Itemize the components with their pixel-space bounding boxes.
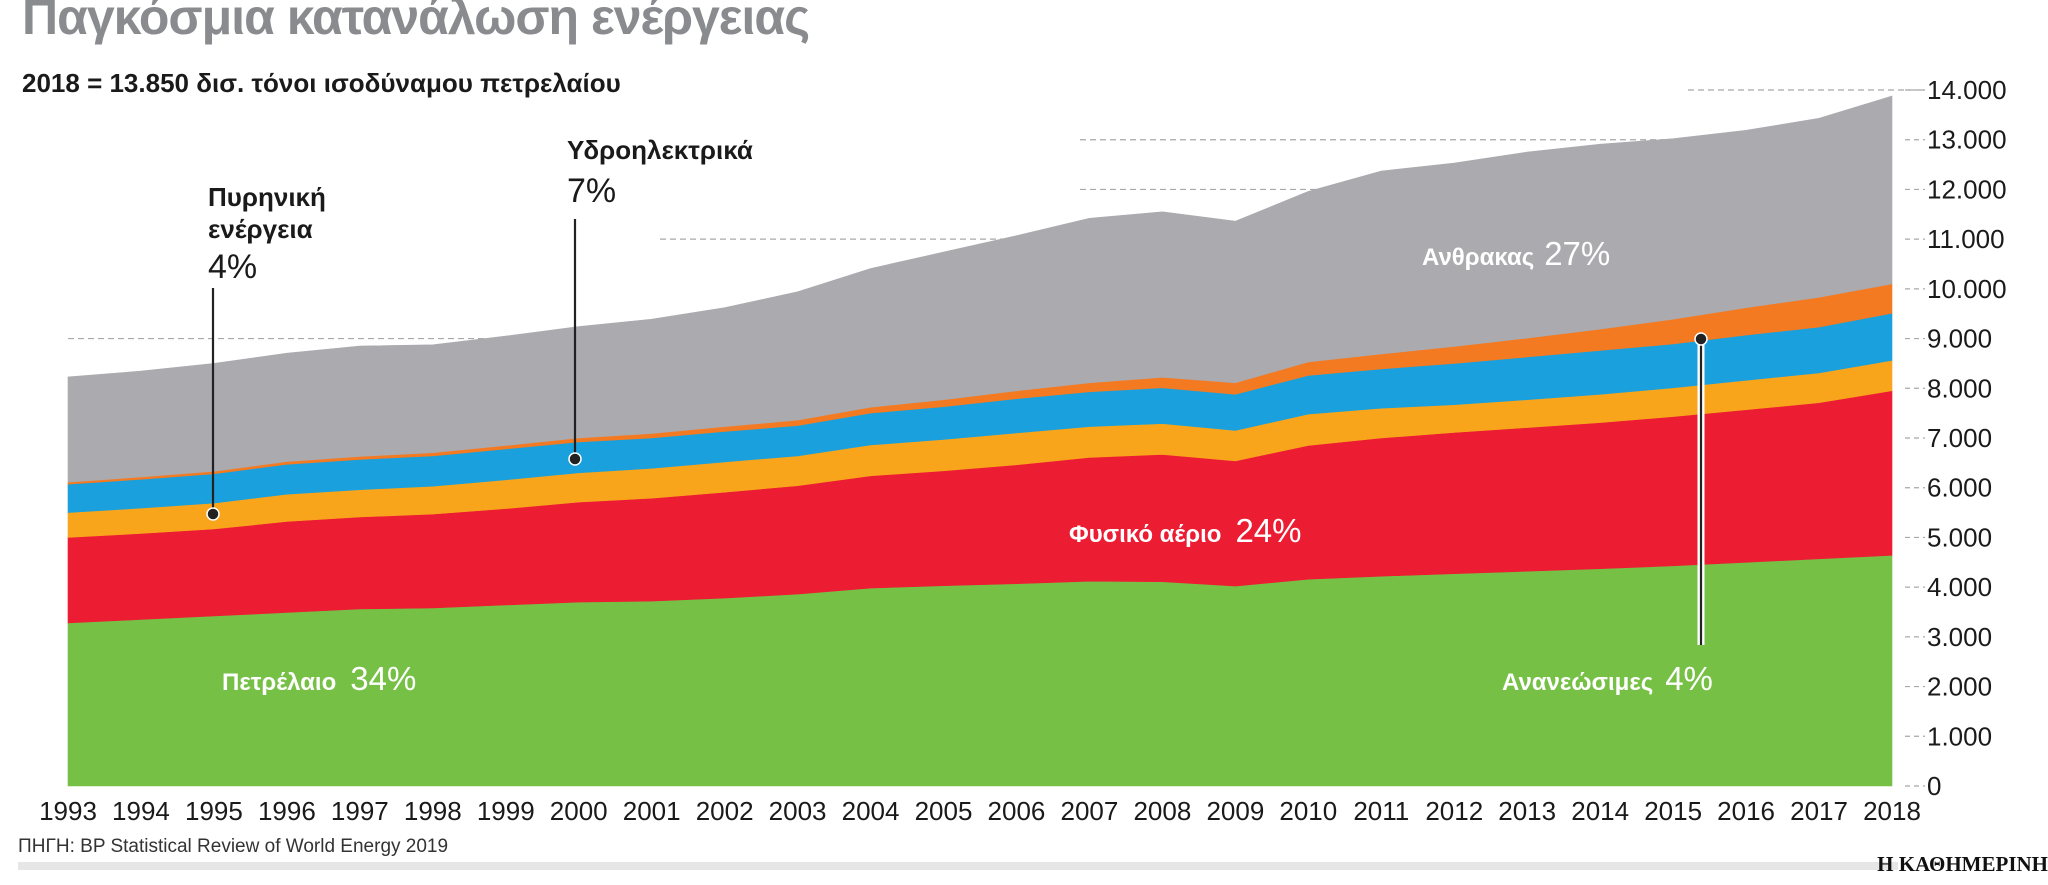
series-labels: Πετρέλαιο 34% Φυσικό αέριο 24% Ανθρακας 27%… <box>208 135 1713 697</box>
x-tick-label: 2013 <box>1498 796 1556 826</box>
x-tick-label: 1998 <box>404 796 462 826</box>
x-tick-label: 2008 <box>1133 796 1191 826</box>
x-axis-ticks: 1993 1994 1995 1996 1997 1998 1999 2000 2001 2002… <box>39 796 1921 826</box>
x-tick-label: 1996 <box>258 796 316 826</box>
label-nuclear-line: ενέργεια <box>208 214 313 244</box>
x-tick-label: 2009 <box>1206 796 1264 826</box>
label-renewables: Ανανεώσιμες 4% <box>1502 660 1713 697</box>
x-tick-label: 2011 <box>1353 796 1409 826</box>
x-tick-label: 2007 <box>1061 796 1119 826</box>
label-hydro: Υδροηλεκτρικά <box>567 135 753 165</box>
x-tick-label: 1995 <box>185 796 243 826</box>
callout-dot-nuclear <box>206 507 220 521</box>
x-tick-label: 1997 <box>331 796 389 826</box>
label-coal-share: 27% <box>1544 235 1610 272</box>
label-oil-share: 34% <box>350 660 416 697</box>
label-oil-name: Πετρέλαιο <box>222 669 336 696</box>
y-tick-label: 13.000 <box>1927 125 2007 155</box>
label-gas-share: 24% <box>1235 512 1301 549</box>
publisher-logo: Η ΚΑΘΗΜΕΡΙΝΗ <box>1877 852 2048 876</box>
area-layer <box>67 95 1893 787</box>
label-renewables-name: Ανανεώσιμες <box>1502 669 1653 696</box>
x-tick-label: 2001 <box>623 796 681 826</box>
label-renewables-share: 4% <box>1665 660 1713 697</box>
callout-dot-renewables <box>1694 332 1708 346</box>
x-tick-label: 2003 <box>769 796 827 826</box>
x-tick-label: 2006 <box>988 796 1046 826</box>
x-tick-label: 2005 <box>915 796 973 826</box>
x-tick-label: 2002 <box>696 796 754 826</box>
chart-subtitle: 2018 = 13.850 δισ. τόνοι ισοδύναμου πετρ… <box>22 68 621 98</box>
y-tick-label: 10.000 <box>1927 274 2007 304</box>
x-tick-label: 2018 <box>1863 796 1921 826</box>
x-tick-label: 2014 <box>1571 796 1629 826</box>
source-note: ΠΗΓΗ: BP Statistical Review of World Ene… <box>18 836 449 857</box>
y-tick-label: 11.000 <box>1927 224 2005 254</box>
label-nuclear: Πυρηνική ενέργεια <box>208 182 326 244</box>
label-nuclear-share: 4% <box>208 248 257 286</box>
x-tick-label: 2012 <box>1425 796 1483 826</box>
y-tick-label: 12.000 <box>1927 174 2007 204</box>
y-tick-label: 3.000 <box>1927 622 1992 652</box>
x-tick-label: 2010 <box>1279 796 1337 826</box>
label-oil: Πετρέλαιο 34% <box>222 660 416 697</box>
page-title: Παγκόσμια κατανάλωση ενέργειας <box>22 0 810 45</box>
label-coal-name: Ανθρακας <box>1422 244 1534 271</box>
x-tick-label: 1999 <box>477 796 535 826</box>
y-tick-label: 7.000 <box>1927 423 1992 453</box>
x-tick-label: 2017 <box>1790 796 1848 826</box>
y-tick-label: 6.000 <box>1927 473 1992 503</box>
label-gas: Φυσικό αέριο 24% <box>1069 512 1302 549</box>
label-nuclear-line: Πυρηνική <box>208 182 326 212</box>
x-tick-label: 2015 <box>1644 796 1702 826</box>
stacked-area-chart: 0 1.000 2.000 3.000 4.000 5.000 6.000 7.000 8.00… <box>39 75 2007 826</box>
label-hydro-share: 7% <box>567 172 616 210</box>
footer-divider <box>18 862 1898 870</box>
x-tick-label: 2004 <box>842 796 900 826</box>
y-tick-label: 8.000 <box>1927 373 1992 403</box>
callout-layer <box>206 219 1708 645</box>
y-tick-label: 1.000 <box>1927 721 1992 751</box>
area-coal <box>67 95 1893 483</box>
callout-dot-hydro <box>568 452 582 466</box>
label-coal: Ανθρακας 27% <box>1422 235 1610 272</box>
x-tick-label: 2000 <box>550 796 608 826</box>
y-axis-ticks: 0 1.000 2.000 3.000 4.000 5.000 6.000 7.000 8.00… <box>1927 75 2007 801</box>
x-tick-label: 1994 <box>112 796 170 826</box>
label-gas-name: Φυσικό αέριο <box>1069 521 1221 548</box>
y-tick-label: 5.000 <box>1927 522 1992 552</box>
y-tick-label: 0 <box>1927 771 1941 801</box>
y-tick-label: 9.000 <box>1927 324 1992 354</box>
x-tick-label: 1993 <box>39 796 97 826</box>
x-tick-label: 2016 <box>1717 796 1775 826</box>
y-tick-label: 4.000 <box>1927 572 1992 602</box>
y-tick-label: 2.000 <box>1927 672 1992 702</box>
y-tick-label: 14.000 <box>1927 75 2007 105</box>
